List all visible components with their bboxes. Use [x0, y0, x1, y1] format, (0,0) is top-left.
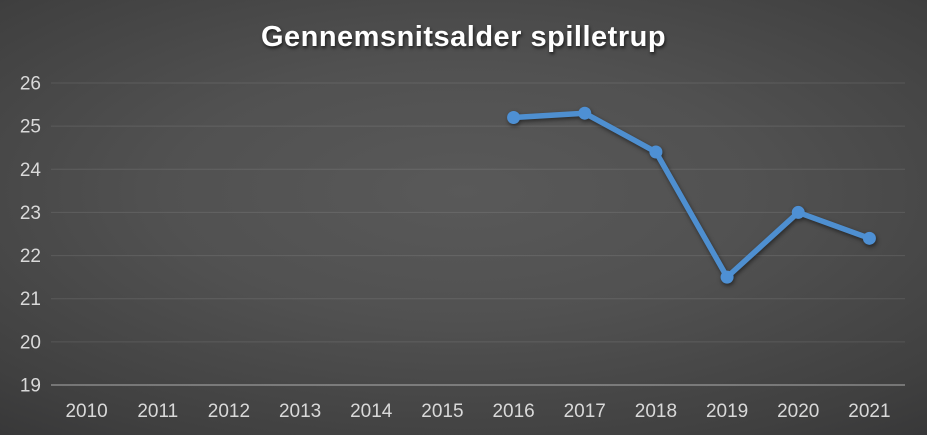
data-series-line: [510, 110, 873, 280]
x-axis-tick-label: 2019: [706, 401, 748, 422]
x-axis-tick-label: 2015: [421, 401, 463, 422]
x-axis-tick-label: 2017: [564, 401, 606, 422]
x-axis-tick-label: 2012: [208, 401, 250, 422]
data-point-marker: [862, 231, 876, 245]
data-point-marker: [578, 106, 592, 120]
data-point-marker: [507, 111, 521, 125]
x-axis-tick-label: 2020: [777, 401, 819, 422]
x-axis-tick-label: 2010: [65, 401, 107, 422]
y-axis-tick-label: 19: [20, 376, 41, 397]
data-point-marker: [720, 270, 734, 284]
y-axis-tick-label: 25: [20, 117, 41, 138]
data-point-marker: [649, 145, 663, 159]
x-axis-tick-label: 2016: [492, 401, 534, 422]
y-axis-tick-label: 20: [20, 332, 41, 353]
y-axis-tick-label: 26: [20, 74, 41, 95]
y-axis-tick-label: 24: [20, 160, 42, 181]
y-axis-tick-label: 23: [20, 203, 41, 224]
x-axis-tick-label: 2018: [635, 401, 677, 422]
x-axis-tick-label: 2021: [848, 401, 890, 422]
chart-title: Gennemsnitsalder spilletrup: [260, 21, 667, 53]
x-axis-tick-label: 2014: [350, 401, 393, 422]
x-axis-tick-label: 2011: [137, 401, 178, 422]
y-axis-tick-label: 21: [20, 289, 41, 310]
data-point-marker: [791, 205, 805, 219]
data-series: [507, 106, 876, 284]
y-axis-tick-label: 22: [20, 246, 41, 267]
x-axis-tick-label: 2013: [279, 401, 321, 422]
